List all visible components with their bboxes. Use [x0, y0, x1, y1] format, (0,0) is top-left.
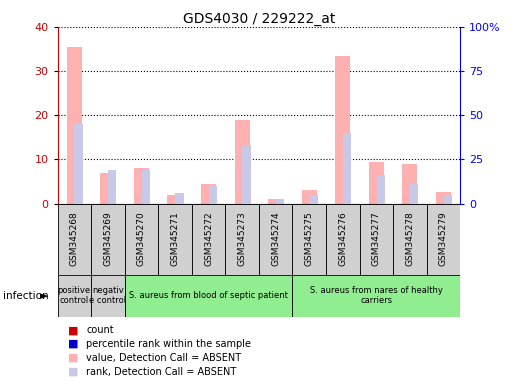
Bar — [369, 162, 384, 204]
Bar — [167, 195, 183, 204]
Bar — [292, 204, 326, 275]
Text: percentile rank within the sample: percentile rank within the sample — [86, 339, 251, 349]
Text: GSM345277: GSM345277 — [372, 212, 381, 266]
Bar — [91, 275, 124, 317]
Bar — [360, 204, 393, 275]
Text: GSM345273: GSM345273 — [237, 212, 247, 266]
Bar — [58, 275, 91, 317]
Text: value, Detection Call = ABSENT: value, Detection Call = ABSENT — [86, 353, 242, 363]
Bar — [444, 195, 452, 204]
Bar — [192, 204, 225, 275]
Text: ■: ■ — [68, 353, 78, 363]
Bar — [427, 204, 460, 275]
Bar — [58, 204, 91, 275]
Bar — [158, 204, 192, 275]
Bar — [402, 164, 417, 204]
Text: GSM345272: GSM345272 — [204, 212, 213, 266]
Bar — [268, 199, 283, 204]
Text: GSM345274: GSM345274 — [271, 212, 280, 266]
Bar — [276, 199, 284, 204]
Text: positive
control: positive control — [58, 286, 91, 305]
Bar — [209, 186, 217, 204]
Bar — [410, 184, 418, 204]
Bar — [225, 204, 259, 275]
Text: infection: infection — [3, 291, 48, 301]
Text: ■: ■ — [68, 339, 78, 349]
Bar — [175, 193, 184, 204]
Bar — [343, 133, 351, 204]
Bar — [335, 56, 350, 204]
Bar — [234, 120, 249, 204]
Bar — [326, 204, 360, 275]
Bar — [201, 184, 216, 204]
Text: GDS4030 / 229222_at: GDS4030 / 229222_at — [183, 12, 335, 25]
Text: S. aureus from nares of healthy
carriers: S. aureus from nares of healthy carriers — [310, 286, 443, 305]
Text: S. aureus from blood of septic patient: S. aureus from blood of septic patient — [129, 291, 288, 300]
Text: GSM345275: GSM345275 — [305, 212, 314, 266]
Bar — [134, 168, 149, 204]
Bar — [302, 190, 317, 204]
Bar — [124, 204, 158, 275]
Text: GSM345270: GSM345270 — [137, 212, 146, 266]
Bar — [259, 204, 292, 275]
Text: count: count — [86, 325, 114, 335]
Text: ■: ■ — [68, 367, 78, 377]
Bar — [310, 195, 318, 204]
Bar — [100, 173, 116, 204]
Bar — [124, 275, 292, 317]
Bar — [108, 170, 117, 204]
Text: GSM345276: GSM345276 — [338, 212, 347, 266]
Text: GSM345271: GSM345271 — [170, 212, 179, 266]
Text: rank, Detection Call = ABSENT: rank, Detection Call = ABSENT — [86, 367, 236, 377]
Text: ■: ■ — [68, 325, 78, 335]
Text: GSM345279: GSM345279 — [439, 212, 448, 266]
Text: negativ
e control: negativ e control — [89, 286, 127, 305]
Bar — [393, 204, 427, 275]
Text: ►: ► — [40, 291, 49, 301]
Text: GSM345278: GSM345278 — [405, 212, 414, 266]
Text: GSM345269: GSM345269 — [104, 212, 112, 266]
Bar — [74, 124, 83, 204]
Bar — [142, 170, 150, 204]
Bar — [377, 175, 385, 204]
Bar — [242, 145, 251, 204]
Bar — [67, 47, 82, 204]
Bar — [91, 204, 124, 275]
Bar — [292, 275, 460, 317]
Text: GSM345268: GSM345268 — [70, 212, 79, 266]
Bar — [436, 192, 451, 204]
